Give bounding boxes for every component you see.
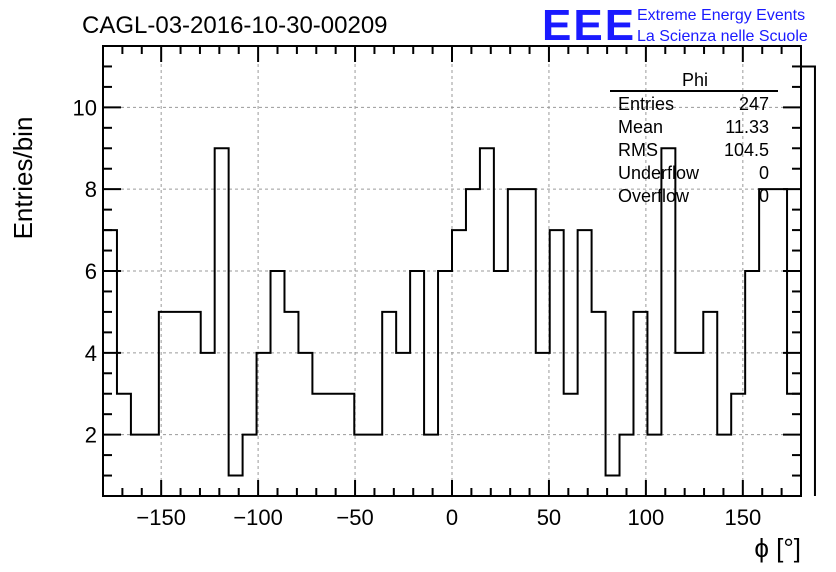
- histogram-bin: [131, 435, 145, 496]
- x-axis-title: ϕ [°]: [754, 533, 801, 563]
- histogram-bin: [354, 435, 368, 496]
- histogram-bin: [340, 394, 354, 496]
- plot-frame: [102, 45, 802, 497]
- stats-label-entries: Entries: [618, 94, 674, 114]
- histogram-bin: [382, 312, 396, 496]
- histogram-bin: [424, 435, 438, 496]
- histogram-bin: [284, 312, 298, 496]
- histogram-bin: [452, 230, 466, 496]
- histogram-bin: [326, 394, 340, 496]
- histogram-bin: [271, 271, 285, 496]
- histogram-bin: [522, 189, 536, 496]
- histogram-bin: [759, 189, 773, 496]
- x-tick-label: −100: [233, 505, 283, 530]
- histogram-bin: [689, 353, 703, 496]
- histogram-bin: [620, 435, 634, 496]
- x-tick-label: 100: [628, 505, 665, 530]
- histogram-bin: [410, 271, 424, 496]
- histogram-bin: [229, 476, 243, 496]
- histogram-bin: [550, 230, 564, 496]
- histogram-bin: [717, 435, 731, 496]
- stats-value-rms: 104.5: [724, 140, 769, 160]
- histogram-bin: [675, 353, 689, 496]
- histogram-bin: [312, 394, 326, 496]
- y-tick-label: 4: [85, 341, 97, 366]
- histogram-bin: [396, 353, 410, 496]
- stats-label-underflow: Underflow: [618, 163, 700, 183]
- histogram-bin: [159, 312, 173, 496]
- histogram-bin: [298, 353, 312, 496]
- stats-value-entries: 247: [739, 94, 769, 114]
- histogram-bin: [368, 435, 382, 496]
- x-tick-label: 0: [446, 505, 458, 530]
- logo-line2: La Scienza nelle Scuole: [637, 28, 808, 45]
- histogram-bin: [633, 312, 647, 496]
- histogram-bin: [145, 435, 159, 496]
- chart-title: CAGL-03-2016-10-30-00209: [82, 12, 388, 39]
- x-tick-label: −50: [336, 505, 373, 530]
- stats-value-mean: 11.33: [725, 117, 769, 137]
- x-tick-label: −150: [136, 505, 186, 530]
- histogram-bin: [438, 271, 452, 496]
- stats-value-underflow: 0: [759, 163, 769, 183]
- stats-label-mean: Mean: [618, 117, 663, 137]
- histogram-outline: [102, 65, 816, 496]
- eee-logo: EEE Extreme Energy Events La Scienza nel…: [542, 1, 808, 50]
- histogram-bin: [466, 189, 480, 496]
- stats-title: Phi: [682, 70, 708, 90]
- histogram-bin: [257, 353, 271, 496]
- logo-mark: EEE: [542, 1, 636, 50]
- stats-value-overflow: 0: [759, 186, 769, 206]
- histogram-bin: [480, 148, 494, 496]
- y-tick-label: 8: [85, 177, 97, 202]
- histogram-bin: [745, 271, 759, 496]
- histogram-bin: [201, 353, 215, 496]
- histogram-bin: [592, 312, 606, 496]
- histogram-bins: [102, 65, 816, 496]
- histogram-bin: [703, 312, 717, 496]
- stats-box: Phi Entries 247 Mean 11.33 RMS 104.5 Und…: [610, 70, 778, 206]
- histogram-bin: [508, 189, 522, 496]
- histogram-bin: [578, 230, 592, 496]
- histogram-bin: [494, 271, 508, 496]
- x-tick-label: 50: [537, 505, 561, 530]
- y-axis-title: Entries/bin: [8, 117, 38, 240]
- y-tick-label: 6: [85, 259, 97, 284]
- logo-line1: Extreme Energy Events: [637, 7, 805, 24]
- histogram-bin: [647, 435, 661, 496]
- histogram-bin: [117, 394, 131, 496]
- histogram-bin: [801, 66, 815, 496]
- histogram-bin: [215, 148, 229, 496]
- stats-label-rms: RMS: [618, 140, 658, 160]
- histogram-bin: [564, 394, 578, 496]
- histogram-bin: [103, 230, 117, 496]
- histogram-bin: [787, 394, 801, 496]
- y-tick-label: 10: [73, 95, 97, 120]
- histogram-bin: [243, 435, 257, 496]
- histogram-bin: [187, 312, 201, 496]
- histogram-bin: [173, 312, 187, 496]
- histogram-bin: [536, 353, 550, 496]
- histogram-bin: [773, 189, 787, 496]
- x-tick-label: 150: [724, 505, 761, 530]
- y-tick-label: 2: [85, 423, 97, 448]
- tick-labels: −150 −100 −50 0 50 100 150 2 4 6 8 10: [73, 95, 762, 530]
- stats-label-overflow: Overflow: [618, 186, 690, 206]
